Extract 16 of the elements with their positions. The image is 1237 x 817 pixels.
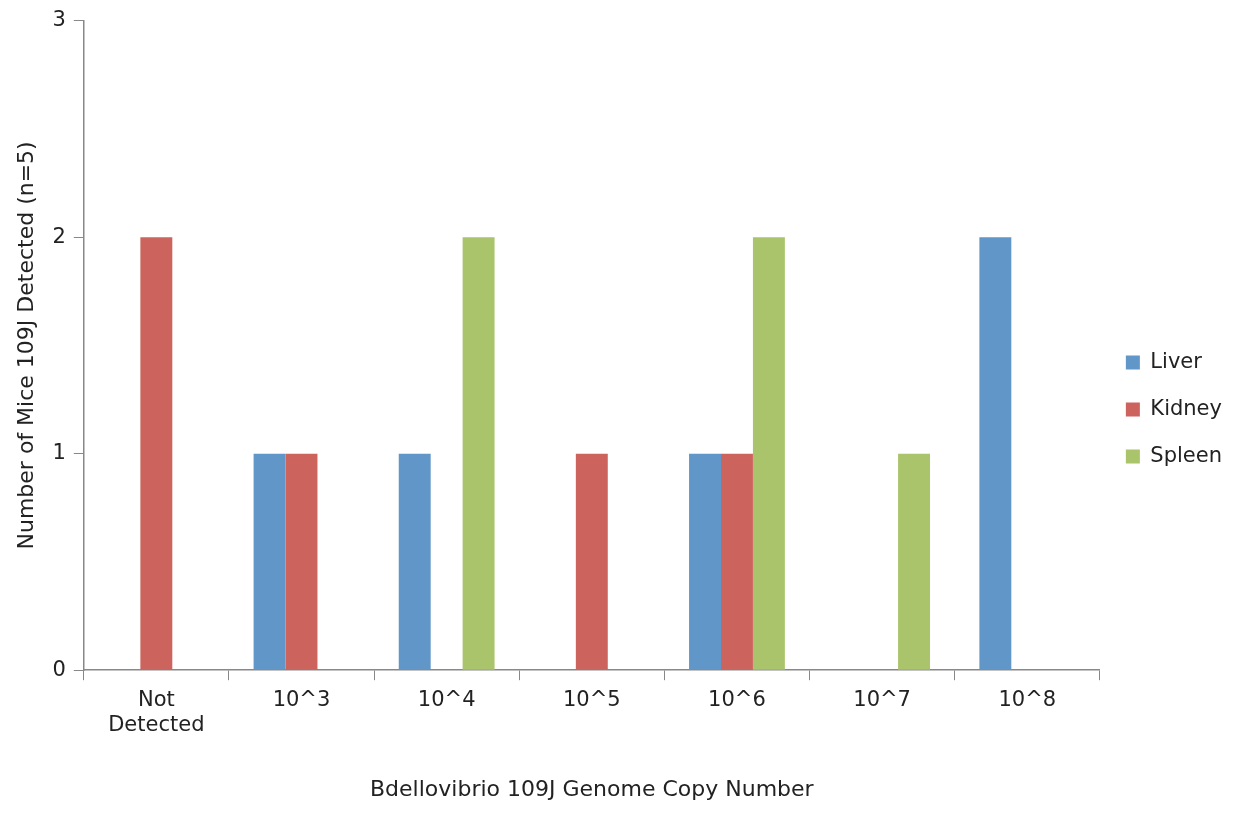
x-tick-label: Not Detected [108,687,205,737]
x-tick-label: 10^3 [272,687,331,712]
y-tick-label: 1 [52,440,66,465]
y-axis-title: Number of Mice 109J Detected (n=5) [12,141,38,550]
legend-label: Spleen [1150,442,1223,467]
y-tick-label: 3 [52,7,66,32]
x-axis-title: Bdellovibrio 109J Genome Copy Number [370,775,815,801]
y-tick-label: 2 [52,223,66,248]
x-tick-label: 10^4 [417,687,476,712]
legend-label: Kidney [1150,395,1222,420]
legend-label: Liver [1150,348,1203,373]
x-tick-label: 10^8 [998,687,1057,712]
y-tick-label: 0 [52,656,66,681]
x-tick-label: 10^5 [562,687,621,712]
x-tick-label: 10^7 [853,687,911,712]
x-tick-label: 10^6 [708,687,766,712]
